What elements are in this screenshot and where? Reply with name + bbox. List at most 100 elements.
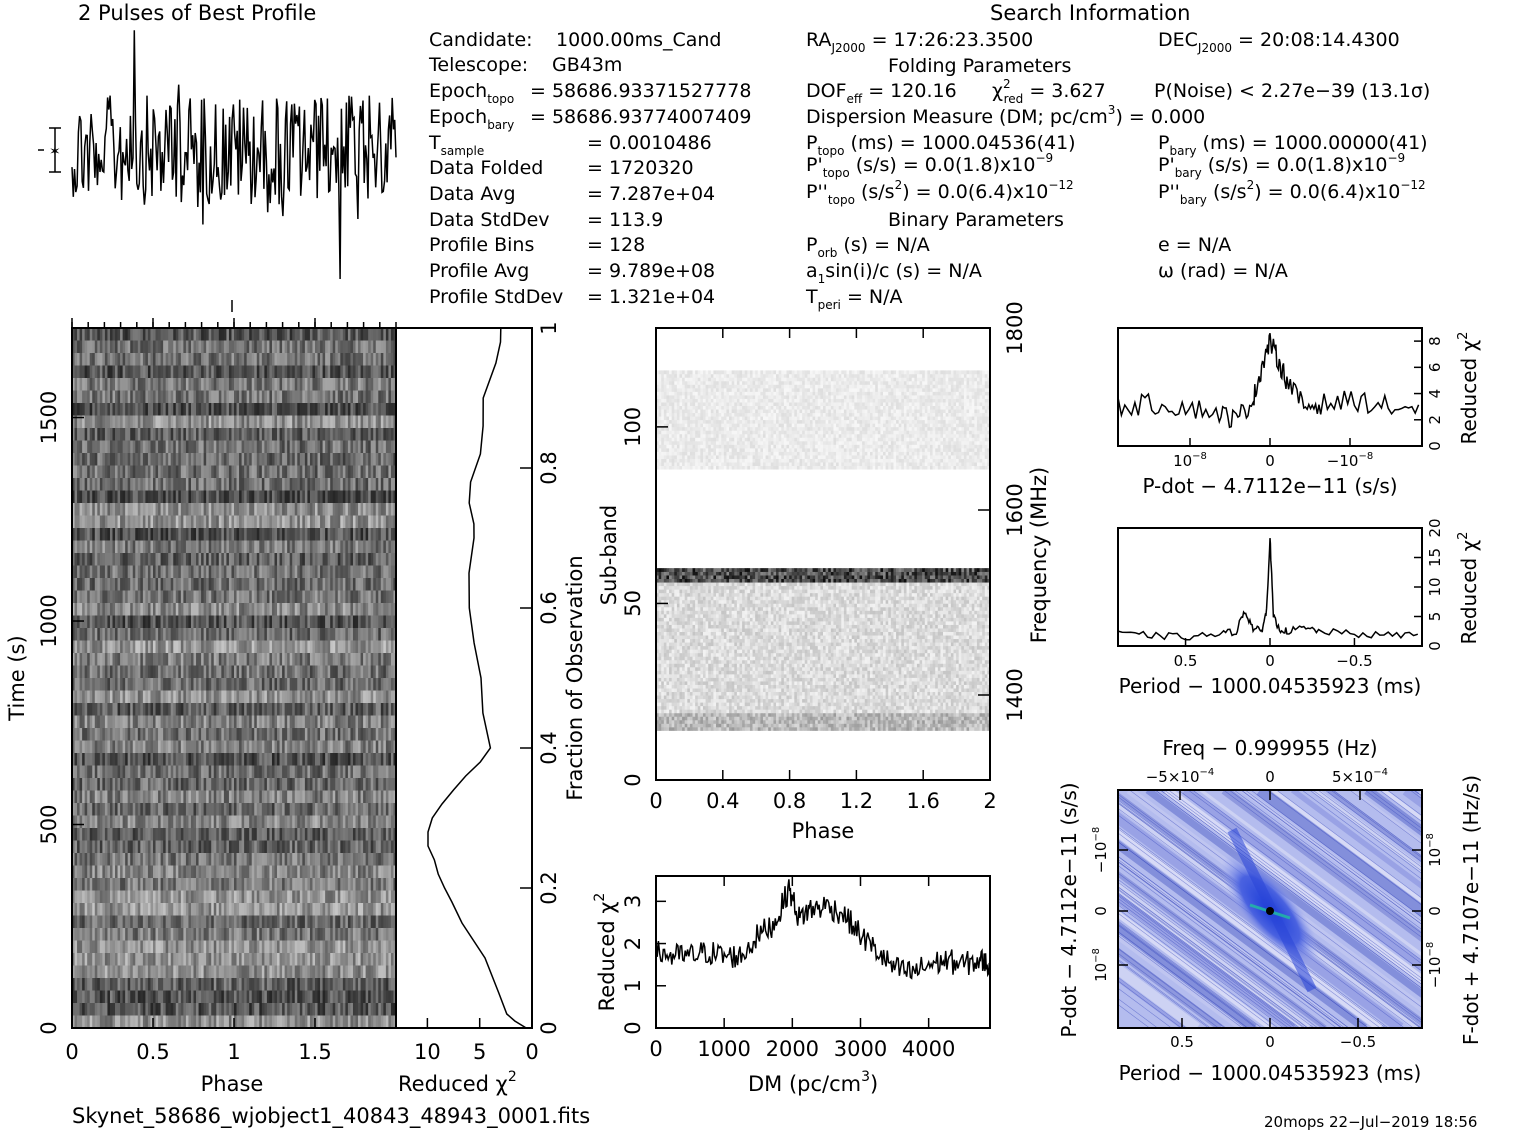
subband-heatmap [656, 370, 990, 730]
ppdot-xtick: 0 [1265, 1033, 1275, 1051]
dm-ylabel: Reduced χ2 [592, 893, 619, 1012]
profile-plot: ✶ [38, 30, 396, 279]
dm-line: Dispersion Measure (DM; pc/cm3) = 0.000 [806, 103, 1205, 128]
dm-xtick: 3000 [834, 1037, 887, 1061]
omega-line: ω (rad) = N/A [1158, 260, 1288, 282]
chi-time-xtick: 5 [473, 1040, 486, 1064]
period-ytick: 20 [1426, 518, 1444, 537]
pdot-ytick: 4 [1426, 389, 1444, 399]
profile-trace [72, 30, 396, 279]
dm-xtick: 4000 [902, 1037, 955, 1061]
subband-ylabel: Sub-band [597, 505, 621, 605]
subband-xtick: 0.4 [706, 789, 739, 813]
cand-info-row: Epochtopo = 58686.93371527778 [429, 80, 751, 106]
pdot-frame [1118, 328, 1422, 446]
time-phase-xtick: 0 [65, 1040, 78, 1064]
time-phase-ylabel: Time (s) [5, 635, 29, 721]
fraction-ytick: 0.4 [537, 731, 561, 764]
pdot-ylabel: Reduced χ2 [1456, 332, 1481, 445]
period-xtick: −0.5 [1336, 652, 1372, 670]
freq-toptick: −5×10−4 [1146, 767, 1215, 786]
a1sini-line: a1sin(i)/c (s) = N/A [806, 260, 982, 286]
period-ylabel: Reduced χ2 [1456, 532, 1481, 645]
subband-ytick: 0 [621, 773, 645, 786]
pdot-xlabel: P-dot − 4.7112e−11 (s/s) [1142, 474, 1397, 498]
ra-line: RAJ2000 = 17:26:23.3500 [806, 29, 1033, 55]
time-phase-xtick: 1.5 [298, 1040, 331, 1064]
candidate-info: Candidate: 1000.00ms_Cand Telescope: GB43m E… [428, 29, 751, 308]
chi-time-plot: 10 5 000.20.40.60.81 Reduced χ2 Fraction o… [396, 321, 587, 1096]
ppdot-heatmap [830, 790, 1517, 1028]
dm-trace [656, 879, 989, 978]
porb-line: Porb (s) = N/A [806, 234, 930, 260]
time-phase-xtick: 0.5 [136, 1040, 169, 1064]
ppdot-ytick: −10−8 [1091, 827, 1110, 873]
pddtopo-line: P''topo (s/s2) = 0.0(6.4)x10−12 [806, 178, 1074, 207]
dm-xlabel: DM (pc/cm3) [748, 1069, 878, 1096]
period-ytick: 5 [1426, 612, 1444, 622]
search-info: Search Information RAJ2000 = 17:26:23.35… [805, 1, 1430, 312]
cand-info-row: Tsample = 0.0010486 [428, 132, 712, 158]
pdot-ytick: 6 [1426, 363, 1444, 373]
pdot-trace [1118, 333, 1419, 427]
fraction-ytick: 0 [537, 1021, 561, 1034]
pddbary-line: P''bary (s/s2) = 0.0(6.4)x10−12 [1158, 178, 1426, 207]
period-xlabel: Period − 1000.04535923 (ms) [1119, 674, 1422, 698]
freq-toptick: 0 [1265, 768, 1275, 786]
time-phase-xlabel: Phase [201, 1072, 264, 1096]
cand-info-row: Data Folded = 1720320 [429, 157, 694, 179]
ppdot-ytick: 0 [1092, 906, 1110, 916]
footer-filename: Skynet_58686_wjobject1_40843_48943_0001.… [72, 1104, 590, 1129]
period-ytick: 10 [1426, 577, 1444, 596]
time-phase-ytick: 500 [37, 804, 61, 844]
frequency-ytick: 1400 [1003, 668, 1027, 721]
chi-time-frame [396, 328, 532, 1028]
fraction-ytick: 0.2 [537, 871, 561, 904]
dm-ytick: 2 [621, 937, 645, 950]
cand-info-row: Profile Avg = 9.789e+08 [429, 260, 715, 282]
ppdot-xlabel: Period − 1000.04535923 (ms) [1119, 1061, 1422, 1085]
subband-xtick: 0 [649, 789, 662, 813]
time-phase-heatmap [72, 328, 396, 1028]
subband-xlabel: Phase [792, 819, 855, 843]
subband-ytick: 100 [621, 407, 645, 447]
cand-info-row: Telescope: GB43m [428, 54, 622, 76]
subband-xtick: 0.8 [773, 789, 806, 813]
cand-info-row: Candidate: 1000.00ms_Cand [429, 29, 722, 51]
fraction-ytick: 1 [537, 321, 561, 334]
freq-toptick: 5×10−4 [1332, 767, 1388, 786]
dm-ytick: 1 [621, 979, 645, 992]
cand-info-row: Profile StdDev = 1.321e+04 [429, 286, 715, 308]
subband-ytick: 50 [621, 590, 645, 617]
time-phase-xtick: 1 [227, 1040, 240, 1064]
ppdot-peak-marker [1266, 907, 1274, 915]
chi-red-line: χ2 red = 3.627 [992, 77, 1106, 106]
fraction-ytick: 0.6 [537, 591, 561, 624]
cand-info-row: Epochbary = 58686.93774007409 [429, 106, 751, 132]
frequency-ylabel: Frequency (MHz) [1027, 467, 1051, 643]
pdot-ytick: 8 [1426, 336, 1444, 346]
pdot-xtick: −10−8 [1327, 451, 1373, 470]
freq-toplabel: Freq − 0.999955 (Hz) [1162, 736, 1377, 760]
pnoise-line: P(Noise) < 2.27e−39 (13.1σ) [1154, 80, 1430, 102]
dec-line: DECJ2000 = 20:08:14.4300 [1158, 29, 1400, 55]
period-xtick: 0 [1265, 652, 1275, 670]
folding-title: Folding Parameters [888, 55, 1071, 77]
frequency-ytick: 1800 [1003, 301, 1027, 354]
dm-ytick: 0 [621, 1021, 645, 1034]
fdot-ylabel: F-dot + 4.7107e−11 (Hz/s) [1459, 775, 1483, 1045]
cand-info-row: Profile Bins = 128 [429, 234, 645, 256]
fraction-ylabel: Fraction of Observation [563, 555, 587, 800]
pdot-xtick: 10−8 [1173, 451, 1207, 470]
cand-info-row: Data StdDev = 113.9 [429, 209, 663, 231]
fdot-ytick: 0 [1426, 906, 1444, 916]
period-ytick: 15 [1426, 548, 1444, 567]
dof-line: DOFeff = 120.16 [806, 80, 957, 106]
dm-xtick: 2000 [766, 1037, 819, 1061]
time-phase-ytick: 1500 [37, 391, 61, 444]
time-phase-ytick: 1000 [37, 594, 61, 647]
